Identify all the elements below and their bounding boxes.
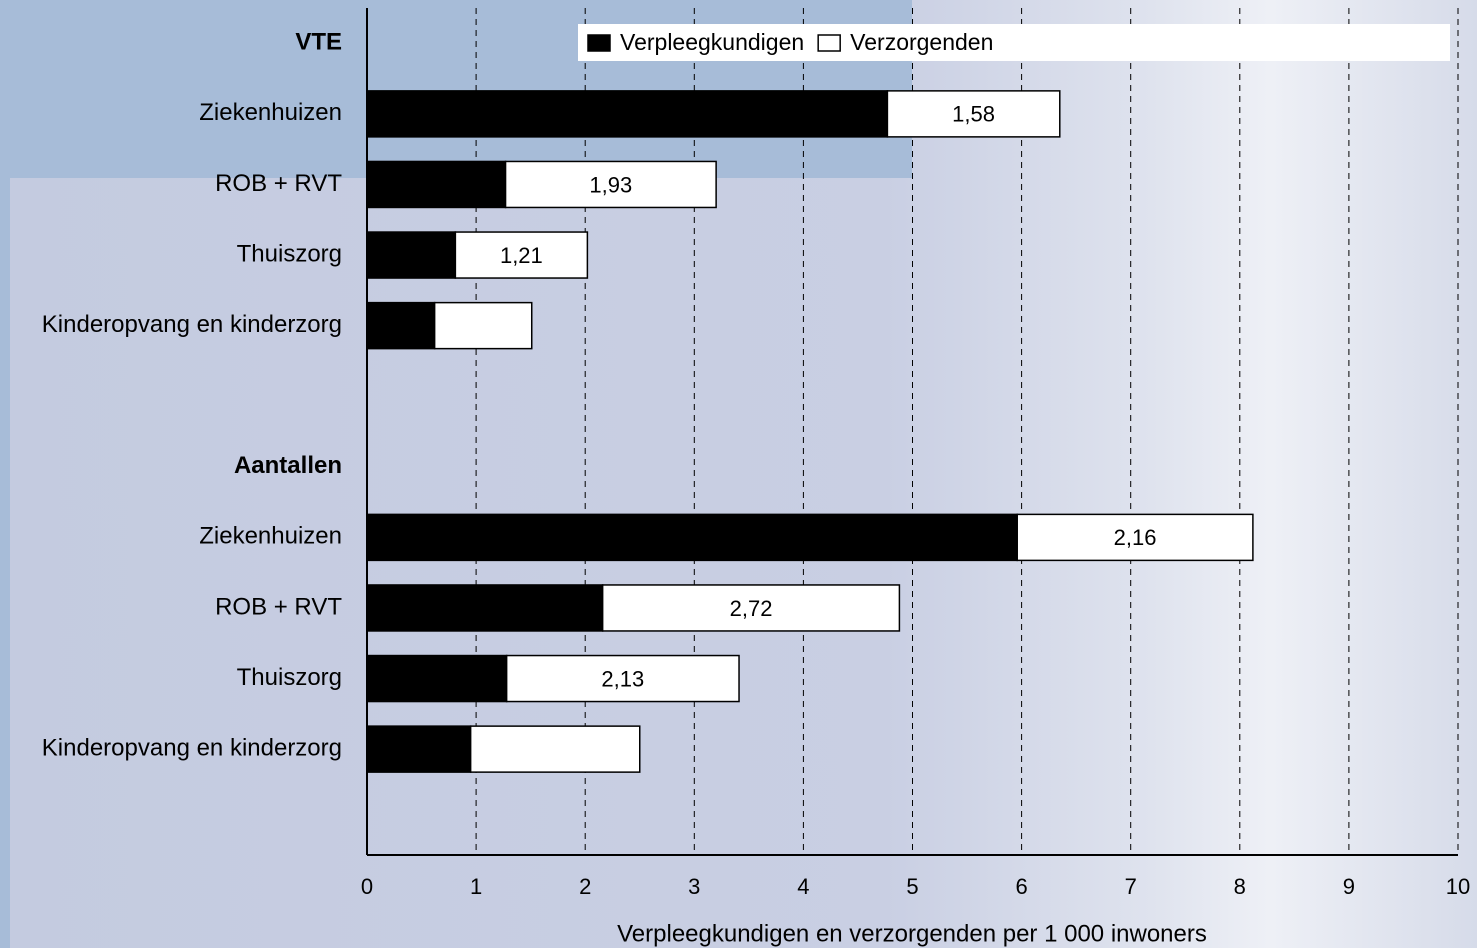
- x-tick-label: 3: [688, 874, 700, 899]
- bar-segment: [367, 656, 507, 702]
- y-tick-label: ROB + RVT: [215, 593, 342, 620]
- legend-label: Verpleegkundigen: [620, 29, 804, 55]
- x-tick-label: 9: [1343, 874, 1355, 899]
- x-tick-label: 5: [906, 874, 918, 899]
- bar-segment: [471, 726, 640, 772]
- legend: Verpleegkundigen Verzorgenden: [578, 24, 1450, 61]
- x-tick-label: 0: [361, 874, 373, 899]
- legend-swatch: [818, 35, 840, 51]
- bar-segment: [367, 303, 435, 349]
- x-tick-label: 10: [1446, 874, 1470, 899]
- value-label: 2,13: [601, 666, 644, 691]
- group-header: Aantallen: [234, 452, 342, 479]
- x-tick-label: 6: [1015, 874, 1027, 899]
- bar-segment: [367, 585, 603, 631]
- value-label: 5,96: [671, 525, 714, 550]
- y-tick-label: Kinderopvang en kinderzorg: [42, 311, 342, 338]
- y-tick-label: Thuiszorg: [237, 240, 342, 267]
- group-header: VTE: [295, 29, 342, 56]
- x-tick-label: 2: [579, 874, 591, 899]
- x-tick-label: 1: [470, 874, 482, 899]
- bar-segment: [367, 726, 471, 772]
- x-tick-label: 7: [1125, 874, 1137, 899]
- bar-segment: [367, 161, 506, 207]
- y-tick-label: Kinderopvang en kinderzorg: [42, 734, 342, 761]
- x-tick-label: 8: [1234, 874, 1246, 899]
- chart: Verpleegkundigen en verzorgenden per 1 0…: [0, 0, 1477, 948]
- value-label: 1,58: [952, 102, 995, 127]
- y-tick-label: ROB + RVT: [215, 170, 342, 197]
- bar-segment: [367, 232, 455, 278]
- x-axis-label: Verpleegkundigen en verzorgenden per 1 0…: [617, 920, 1207, 947]
- page: {"chart_data": {"type": "stacked-barh", …: [0, 0, 1477, 948]
- y-tick-label: Thuiszorg: [237, 664, 342, 691]
- x-tick-label: 4: [797, 874, 809, 899]
- y-tick-label: Ziekenhuizen: [199, 523, 342, 550]
- bar-segment: [435, 303, 532, 349]
- legend-label: Verzorgenden: [850, 29, 993, 55]
- y-tick-label: Ziekenhuizen: [199, 99, 342, 126]
- value-label: 2,72: [730, 596, 773, 621]
- value-label: 1,93: [589, 172, 632, 197]
- value-label: 2,16: [1114, 525, 1157, 550]
- value-label: 4,77: [606, 102, 649, 127]
- legend-swatch: [588, 35, 610, 51]
- value-label: 1,21: [500, 243, 543, 268]
